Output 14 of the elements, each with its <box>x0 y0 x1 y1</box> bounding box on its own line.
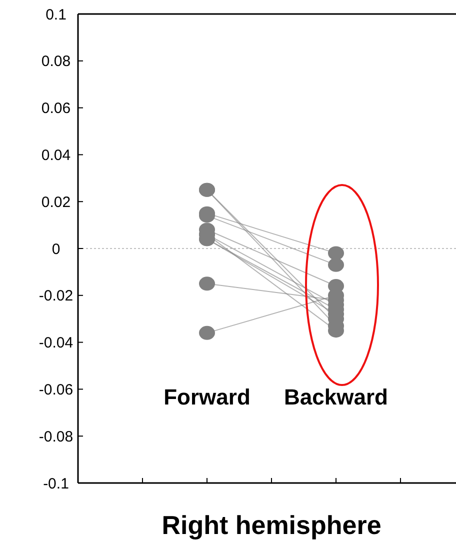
y-tick-label: 0.04 <box>41 146 71 164</box>
x-tick-label: Backward <box>284 384 388 410</box>
y-tick-label: -0.06 <box>38 381 74 398</box>
y-tick-label: 0 <box>52 240 60 258</box>
y-tick-label: 0.06 <box>41 100 71 118</box>
y-tick-label: -0.1 <box>43 475 69 492</box>
x-tick-label: Forward <box>164 384 250 410</box>
y-tick-label: -0.08 <box>38 428 74 446</box>
y-tick-label: -0.02 <box>38 288 74 305</box>
y-tick-label: 0.02 <box>41 194 71 211</box>
y-tick-label: -0.04 <box>38 334 74 352</box>
y-tick-label: 0.08 <box>41 53 71 70</box>
x-axis-title: Right hemisphere <box>162 510 382 540</box>
y-tick-label: 0.1 <box>46 6 66 24</box>
